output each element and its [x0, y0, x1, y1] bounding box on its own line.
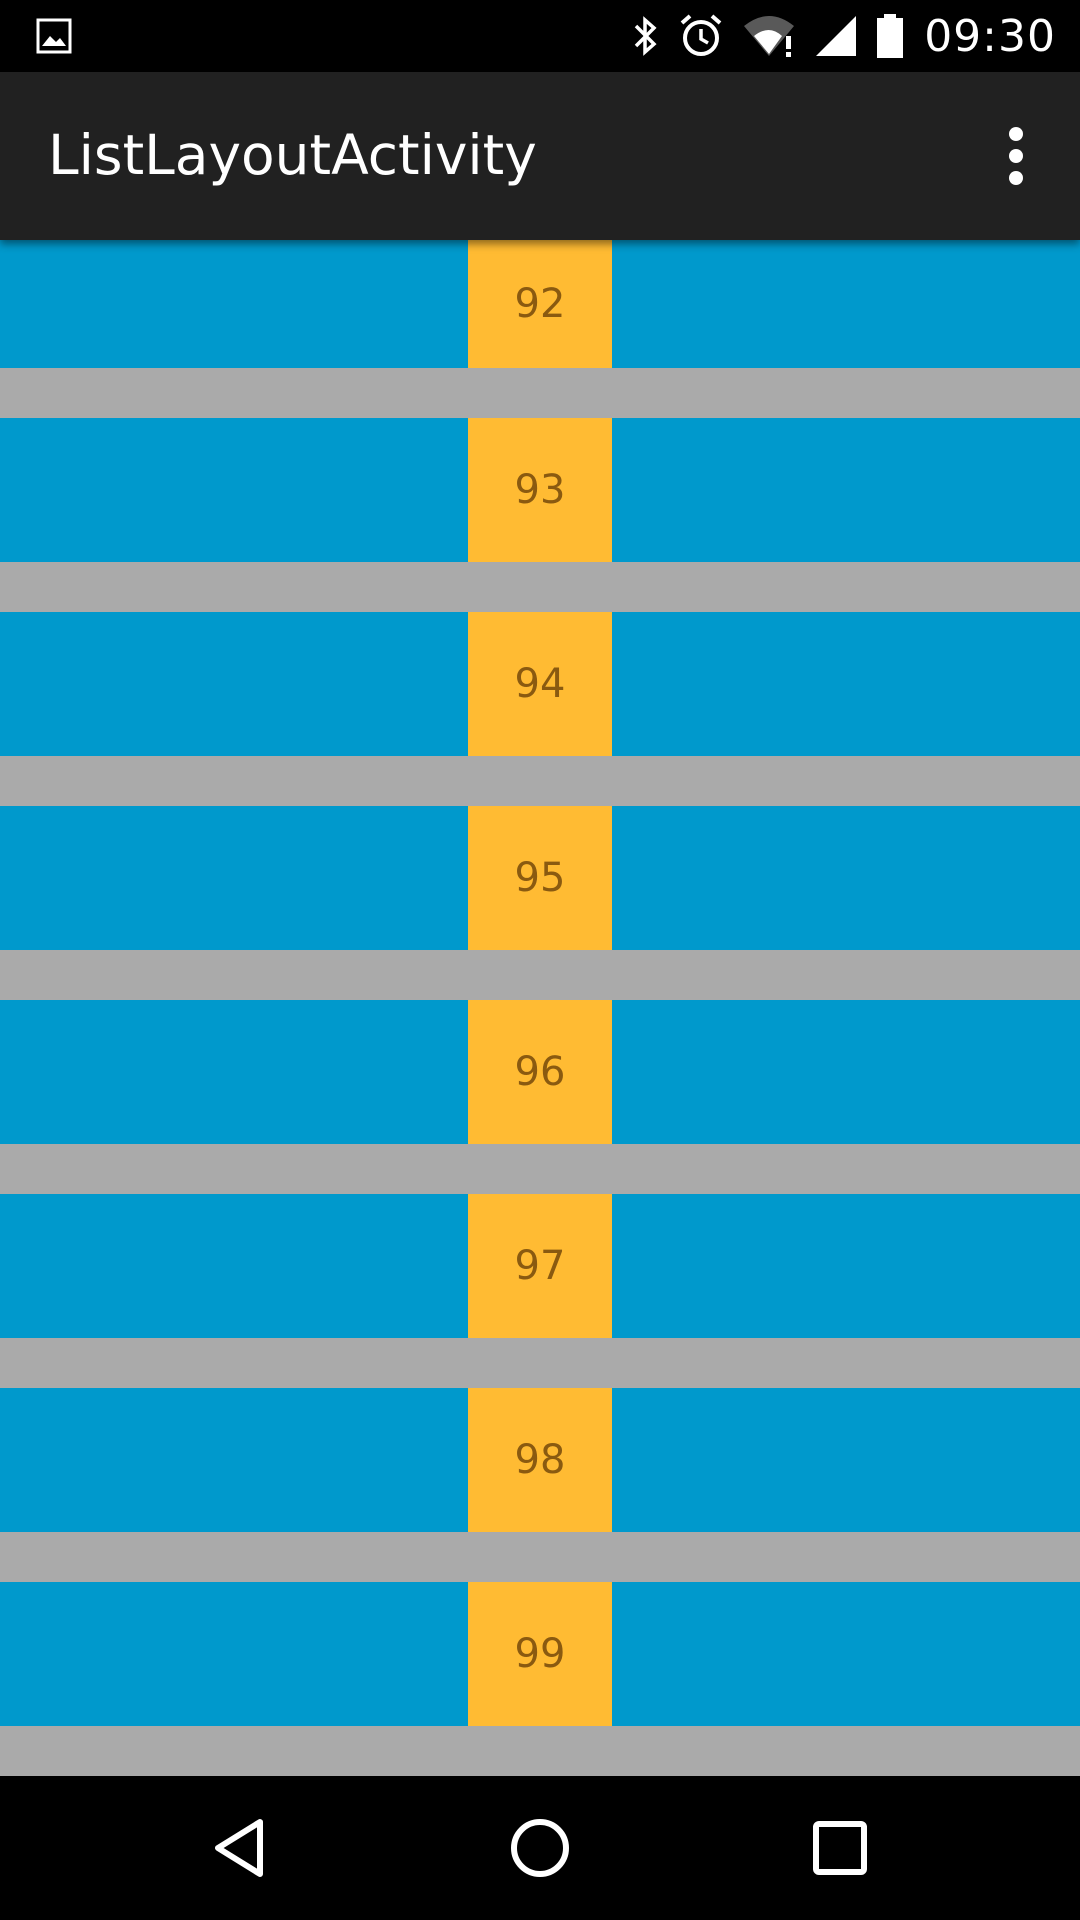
navigation-bar [0, 1776, 1080, 1920]
page-title: ListLayoutActivity [48, 123, 537, 187]
list-item-label: 97 [468, 1194, 612, 1338]
list-item[interactable]: 93 [0, 418, 1080, 562]
list-view[interactable]: 92 93 94 95 96 97 98 99 [0, 240, 1080, 1776]
list-item[interactable]: 94 [0, 612, 1080, 756]
list-item-label: 98 [468, 1388, 612, 1532]
wifi-icon [744, 16, 795, 57]
home-button[interactable] [480, 1800, 600, 1896]
home-icon [511, 1819, 569, 1877]
list-item[interactable]: 99 [0, 1582, 1080, 1726]
battery-icon [877, 14, 904, 58]
list-item-label: 95 [468, 806, 612, 950]
list-item[interactable]: 95 [0, 806, 1080, 950]
list-item-label: 92 [468, 240, 612, 368]
recents-button[interactable] [780, 1800, 900, 1896]
list-item-label: 96 [468, 1000, 612, 1144]
status-icons: 09:30 [612, 0, 1056, 72]
overflow-menu-button[interactable] [976, 108, 1056, 204]
back-icon [215, 1819, 263, 1877]
list-item-label: 93 [468, 418, 612, 562]
overflow-menu-icon [1009, 123, 1023, 189]
status-bar: 09:30 [0, 0, 1080, 72]
list-item[interactable]: 92 [0, 240, 1080, 368]
gallery-icon [36, 18, 72, 54]
list-item[interactable]: 96 [0, 1000, 1080, 1144]
list-item-label: 99 [468, 1582, 612, 1726]
alarm-icon [680, 14, 722, 56]
recents-icon [813, 1821, 867, 1875]
status-time: 09:30 [924, 10, 1056, 62]
app-bar: ListLayoutActivity [0, 72, 1080, 240]
list-item[interactable]: 98 [0, 1388, 1080, 1532]
list-item[interactable]: 97 [0, 1194, 1080, 1338]
signal-icon [816, 16, 857, 56]
list-item-label: 94 [468, 612, 612, 756]
bluetooth-icon [634, 16, 657, 56]
back-button[interactable] [180, 1800, 300, 1896]
